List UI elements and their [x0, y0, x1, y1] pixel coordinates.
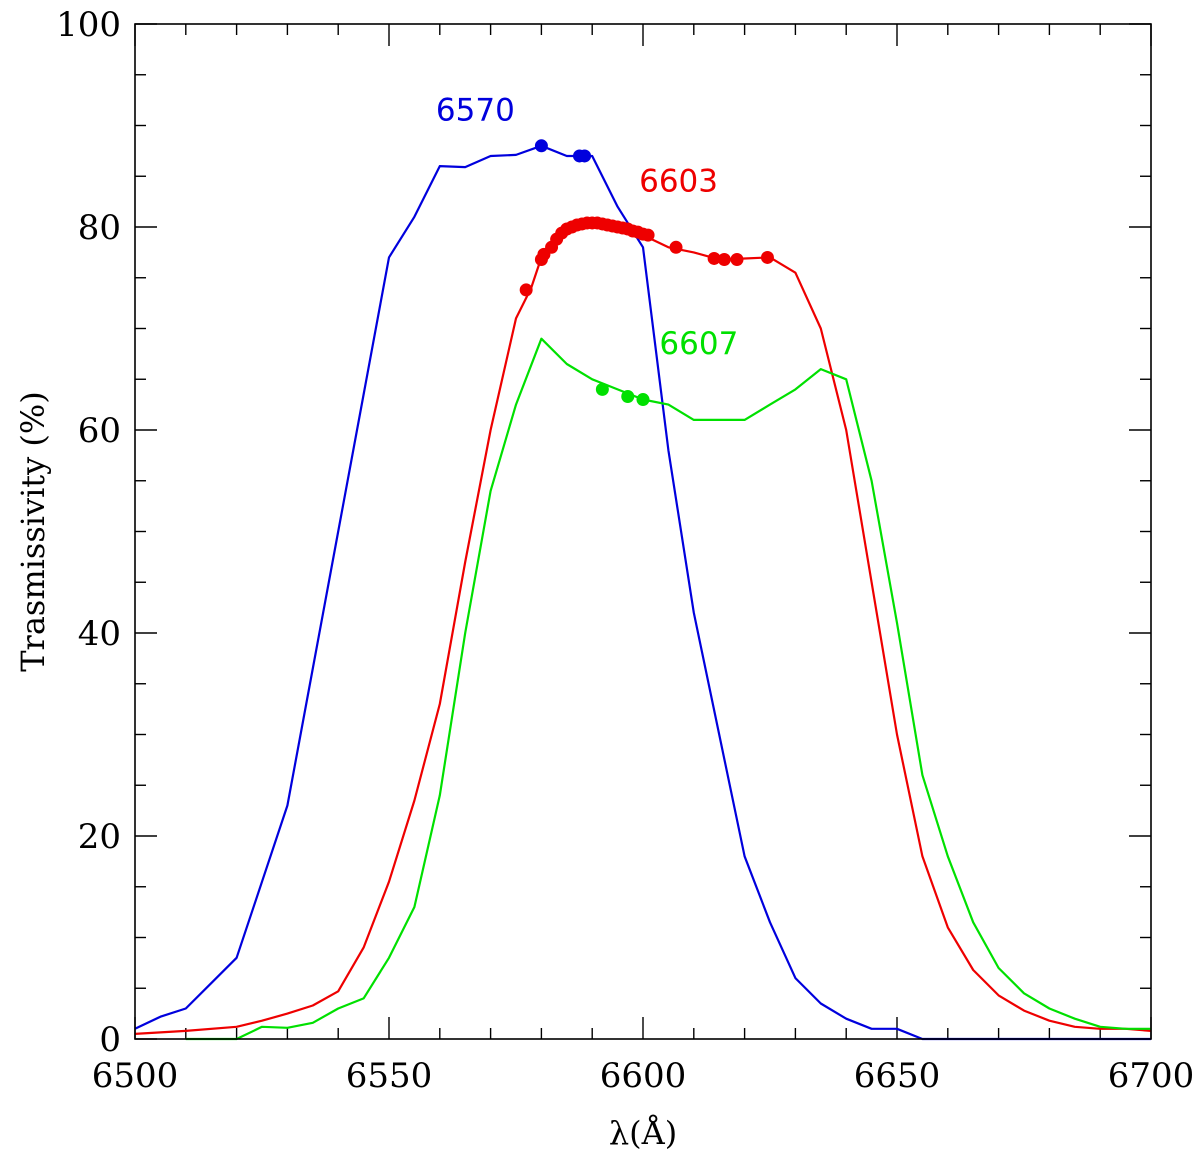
data-point-6570	[578, 149, 592, 163]
series-lines	[134, 144, 1152, 1041]
plot-frame	[134, 23, 1152, 1040]
y-axis-title: Trasmissivity (%)	[14, 391, 52, 672]
data-point-6607	[636, 393, 650, 407]
y-tick-label: 20	[78, 817, 121, 857]
x-tick-labels: 6500 6550 6600 6650 6700	[92, 1056, 1195, 1096]
x-axis-title: λ(Å)	[609, 1114, 677, 1152]
data-point-6603	[519, 283, 533, 297]
data-point-6570	[534, 139, 548, 153]
y-tick-label: 60	[78, 411, 121, 451]
x-tick-label: 6600	[600, 1056, 687, 1096]
data-point-6603	[707, 251, 721, 265]
y-tick-label: 40	[78, 614, 121, 654]
x-tick-label: 6500	[92, 1056, 179, 1096]
y-tick-labels: 0 20 40 60 80 100	[56, 5, 121, 1060]
series-label-6607: 6607	[659, 326, 738, 362]
x-tick-label: 6700	[1108, 1056, 1195, 1096]
y-tick-label: 80	[78, 208, 121, 248]
data-point-6607	[621, 390, 635, 404]
x-tick-label: 6650	[854, 1056, 941, 1096]
series-label-6603: 6603	[639, 163, 718, 199]
series-label-6570: 6570	[436, 92, 515, 128]
y-tick-label: 0	[99, 1020, 121, 1060]
series-line-6607	[185, 337, 1151, 1041]
data-point-6603	[730, 252, 744, 266]
data-point-6603	[717, 252, 731, 266]
y-tick-label: 100	[56, 5, 121, 45]
data-point-6603	[641, 228, 655, 242]
series-annotations: 6570 6603 6607	[436, 92, 738, 361]
data-point-6607	[595, 382, 609, 396]
series-line-6570	[134, 144, 1151, 1041]
series-line-6603	[134, 222, 1152, 1035]
x-tick-label: 6550	[346, 1056, 433, 1096]
data-point-6603	[669, 240, 683, 254]
data-point-6603	[760, 250, 774, 264]
series-points	[519, 139, 774, 407]
